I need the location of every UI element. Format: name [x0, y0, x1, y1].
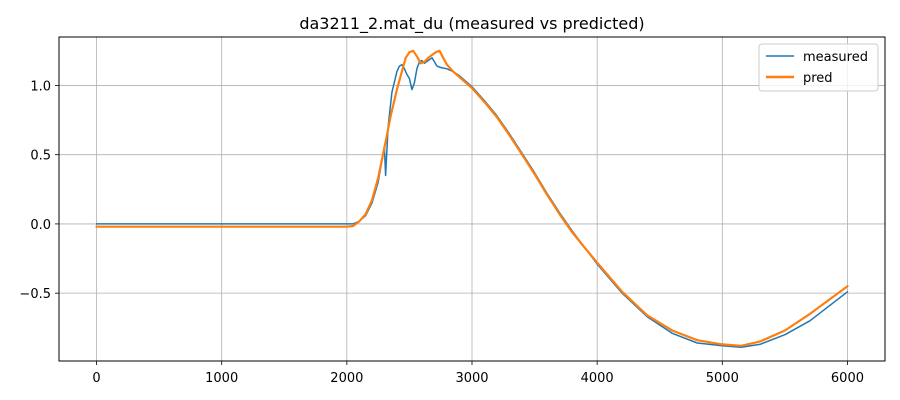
legend-label-pred: pred: [803, 71, 833, 86]
y-tick-label: 0.5: [30, 149, 51, 164]
y-tick-label: 1.0: [30, 79, 51, 94]
chart-title: da3211_2.mat_du (measured vs predicted): [299, 14, 644, 34]
x-tick-label: 1000: [205, 371, 238, 386]
legend-label-measured: measured: [803, 50, 868, 65]
x-tick-label: 4000: [581, 371, 614, 386]
x-tick-label: 0: [92, 371, 100, 386]
y-tick-label: 0.0: [30, 218, 51, 233]
legend: measured pred: [758, 43, 879, 92]
axis-ticks: 0 1000 2000 3000 4000 5000 6000 −0.5 0.0 0.5 1.0: [19, 79, 864, 386]
x-tick-label: 2000: [330, 371, 363, 386]
x-tick-label: 6000: [831, 371, 864, 386]
x-tick-label: 5000: [706, 371, 739, 386]
series-line-pred: [95, 49, 849, 347]
grid: [59, 37, 885, 361]
series-group: [95, 49, 849, 348]
y-tick-label: −0.5: [19, 287, 51, 302]
x-tick-label: 3000: [455, 371, 488, 386]
